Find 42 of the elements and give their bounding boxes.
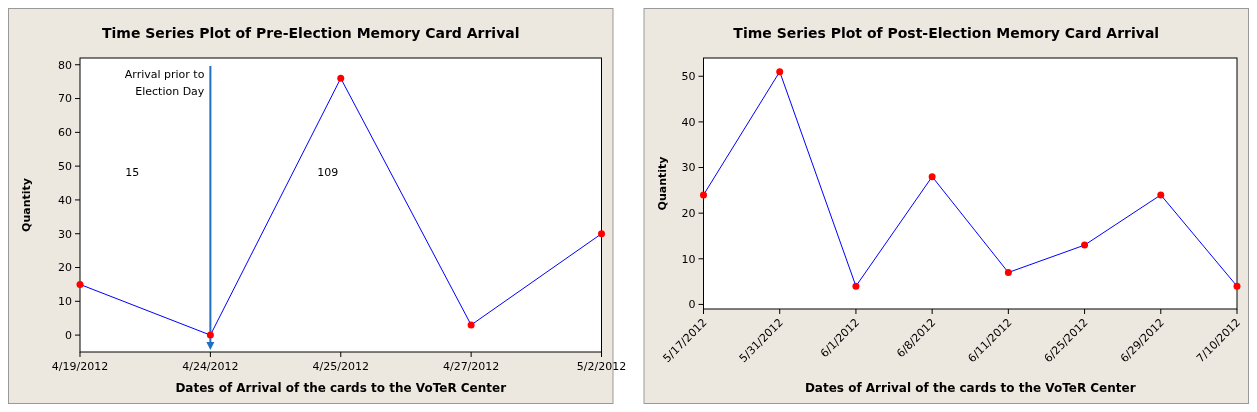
point xyxy=(1004,268,1012,276)
chart-title: Time Series Plot of Pre-Election Memory Card Arrival xyxy=(101,25,520,41)
point xyxy=(1157,191,1165,199)
annotation: 109 xyxy=(317,165,339,179)
y-tick-label: 30 xyxy=(58,227,72,241)
point xyxy=(206,331,214,339)
y-tick-label: 20 xyxy=(58,261,72,275)
point xyxy=(1081,241,1089,249)
y-tick-label: 60 xyxy=(58,126,72,140)
y-tick-label: 70 xyxy=(58,92,72,106)
y-tick-label: 40 xyxy=(681,115,696,129)
x-axis-title: Dates of Arrival of the cards to the VoTeR Center xyxy=(175,381,507,395)
y-axis-title: Quantity xyxy=(20,178,33,232)
y-tick-label: 0 xyxy=(688,298,696,312)
ref-line-label: Arrival prior to Election Day xyxy=(124,68,205,98)
point xyxy=(598,230,605,238)
x-axis-title: Dates of Arrival of the cards to the VoTeR Center xyxy=(804,381,1136,395)
y-tick-label: 10 xyxy=(58,295,72,309)
y-tick-label: 10 xyxy=(681,252,696,266)
y-tick-label: 50 xyxy=(58,159,72,173)
y-tick-label: 50 xyxy=(681,70,696,84)
point xyxy=(1233,282,1241,290)
x-tick-label: 4/19/2012 xyxy=(51,360,109,373)
point xyxy=(928,173,936,181)
x-tick-label: 4/24/2012 xyxy=(182,360,239,373)
point xyxy=(776,68,784,76)
point xyxy=(467,321,475,329)
x-tick-label: 4/25/2012 xyxy=(312,360,369,373)
point xyxy=(700,191,707,199)
chart-title: Time Series Plot of Post-Election Memory Card Arrival xyxy=(733,25,1160,41)
x-tick-label: 5/2/2012 xyxy=(576,360,627,373)
point xyxy=(337,74,345,82)
point xyxy=(76,280,84,288)
y-tick-label: 20 xyxy=(681,207,696,221)
y-axis-title: Quantity xyxy=(655,156,669,211)
y-tick-label: 80 xyxy=(58,58,72,72)
y-tick-label: 0 xyxy=(65,328,72,342)
point xyxy=(852,282,860,290)
annotation: 15 xyxy=(125,165,140,179)
y-tick-label: 30 xyxy=(681,161,696,175)
x-tick-label: 4/27/2012 xyxy=(442,360,500,373)
y-tick-label: 40 xyxy=(58,193,72,207)
